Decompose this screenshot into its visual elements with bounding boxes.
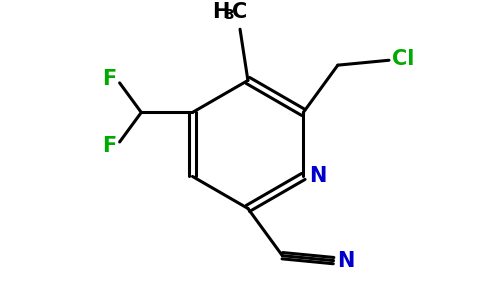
Text: N: N: [337, 250, 355, 271]
Text: C: C: [232, 2, 247, 22]
Text: F: F: [103, 69, 117, 89]
Text: 3: 3: [224, 8, 234, 22]
Text: F: F: [103, 136, 117, 156]
Text: N: N: [309, 167, 327, 186]
Text: H: H: [212, 2, 230, 22]
Text: Cl: Cl: [392, 49, 414, 69]
